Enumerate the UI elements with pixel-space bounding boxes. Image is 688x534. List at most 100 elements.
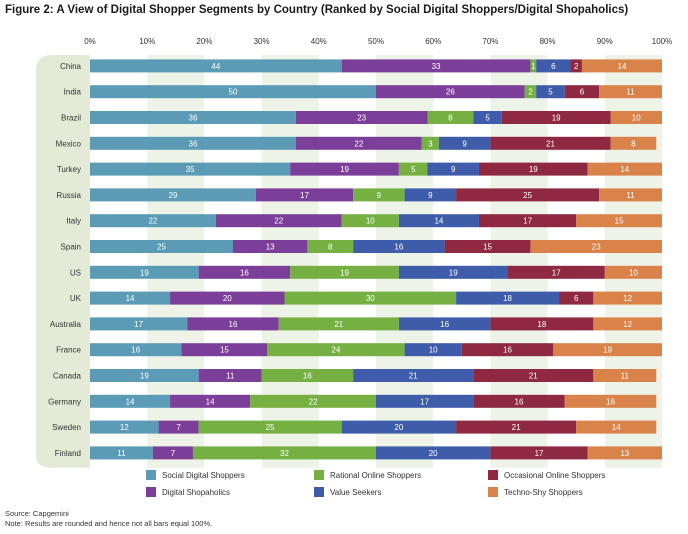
x-axis-ticks: 0% 10% 20% 30% 40% 50% 60% 70% 80% 90% 100% — [84, 37, 672, 46]
bar-segment — [90, 162, 291, 176]
x-tick-label: 70% — [482, 37, 498, 46]
bar-value-label: 14 — [434, 217, 443, 226]
bar-segment — [593, 369, 657, 382]
bar-value-label: 10 — [629, 268, 638, 277]
bar-value-label: 17 — [535, 449, 544, 458]
bar-value-label: 19 — [529, 165, 538, 174]
bar-segment — [170, 394, 251, 408]
bar-value-label: 23 — [357, 114, 366, 123]
bar-segment — [564, 85, 600, 99]
bar-value-label: 16 — [131, 346, 140, 355]
x-tick-label: 100% — [652, 37, 672, 46]
chart-title: Figure 2: A View of Digital Shopper Segm… — [5, 4, 629, 16]
x-tick-label: 60% — [425, 37, 441, 46]
category-label: China — [60, 62, 81, 71]
bar-value-label: 13 — [620, 449, 629, 458]
bar-value-label: 16 — [515, 397, 524, 406]
legend-label: Digital Shopaholics — [162, 488, 230, 497]
bar-segment — [90, 343, 182, 357]
legend-swatch — [146, 487, 156, 497]
bar-segment — [610, 111, 662, 124]
x-tick-label: 30% — [254, 37, 270, 46]
bar-segment — [604, 265, 662, 279]
bar-segment — [267, 343, 405, 357]
bar-value-label: 14 — [126, 294, 135, 303]
bar-value-label: 50 — [229, 88, 238, 97]
bar-value-label: 16 — [503, 346, 512, 355]
category-label: France — [56, 346, 81, 355]
x-tick-label: 90% — [597, 37, 613, 46]
bar-segment — [478, 214, 577, 228]
bar-value-label: 24 — [332, 346, 341, 355]
bar-value-label: 11 — [621, 372, 630, 381]
bar-segment — [152, 446, 193, 460]
bar-segment — [576, 214, 662, 228]
bar-value-label: 5 — [485, 114, 490, 123]
bar-segment — [599, 85, 662, 99]
bar-segment — [478, 162, 588, 176]
bar-value-label: 17 — [523, 217, 532, 226]
bar-segment — [524, 85, 537, 99]
legend-swatch — [488, 470, 498, 480]
bar-segment — [90, 291, 171, 305]
x-tick-label: 10% — [139, 37, 155, 46]
bar-value-label: 19 — [603, 346, 612, 355]
bar-segment — [553, 343, 662, 357]
bar-value-label: 25 — [157, 243, 166, 252]
bar-value-label: 21 — [529, 372, 538, 381]
bar-value-label: 11 — [626, 191, 635, 200]
bar-value-label: 17 — [300, 191, 309, 200]
bar-segment — [473, 111, 502, 124]
bar-value-label: 9 — [451, 165, 456, 174]
bar-value-label: 10 — [429, 346, 438, 355]
bar-value-label: 19 — [340, 268, 349, 277]
category-labels: China India Brazil Mexico Turkey Russia Italy S… — [48, 62, 82, 458]
bar-value-label: 15 — [483, 243, 492, 252]
bar-segment — [536, 85, 565, 99]
source-text: Source: Capgemini — [5, 509, 69, 518]
bar-segment — [90, 136, 296, 150]
bar-segment — [559, 291, 594, 305]
bar-value-label: 15 — [220, 346, 229, 355]
bar-segment — [593, 291, 662, 305]
bar-segment — [473, 369, 594, 382]
bar-value-label: 26 — [446, 88, 455, 97]
bar-value-label: 19 — [140, 268, 149, 277]
bar-segment — [198, 369, 262, 382]
bar-value-label: 12 — [120, 423, 129, 432]
x-tick-label: 20% — [196, 37, 212, 46]
legend-label: Occasional Online Shoppers — [504, 471, 605, 480]
bar-segment — [376, 85, 525, 99]
bar-value-label: 20 — [429, 449, 438, 458]
bar-value-label: 3 — [428, 139, 433, 148]
bar-value-label: 18 — [503, 294, 512, 303]
category-label: Italy — [66, 217, 81, 226]
bar-segment — [181, 343, 268, 357]
bar-value-label: 16 — [394, 243, 403, 252]
bar-segment — [501, 111, 611, 124]
bar-value-label: 22 — [274, 217, 283, 226]
bar-segment — [490, 446, 588, 460]
bar-segment — [398, 265, 508, 279]
bar-value-label: 32 — [280, 449, 289, 458]
bar-value-label: 14 — [126, 397, 135, 406]
bar-value-label: 33 — [432, 62, 441, 71]
bar-value-label: 17 — [134, 320, 143, 329]
bar-value-label: 20 — [223, 294, 232, 303]
bar-value-label: 30 — [366, 294, 375, 303]
bar-value-label: 22 — [354, 139, 363, 148]
bar-value-label: 12 — [623, 294, 632, 303]
bar-segment — [284, 291, 457, 305]
bar-value-label: 29 — [168, 191, 177, 200]
bar-segment — [599, 188, 662, 202]
legend-swatch — [314, 487, 324, 497]
bar-value-label: 7 — [171, 449, 176, 458]
bar-value-label: 25 — [523, 191, 532, 200]
bar-value-label: 18 — [537, 320, 546, 329]
bar-value-label: 14 — [612, 423, 621, 432]
bar-value-label: 12 — [623, 320, 632, 329]
bar-value-label: 16 — [229, 320, 238, 329]
bar-value-label: 6 — [551, 62, 556, 71]
bar-value-label: 35 — [186, 165, 195, 174]
x-tick-label: 0% — [84, 37, 96, 46]
